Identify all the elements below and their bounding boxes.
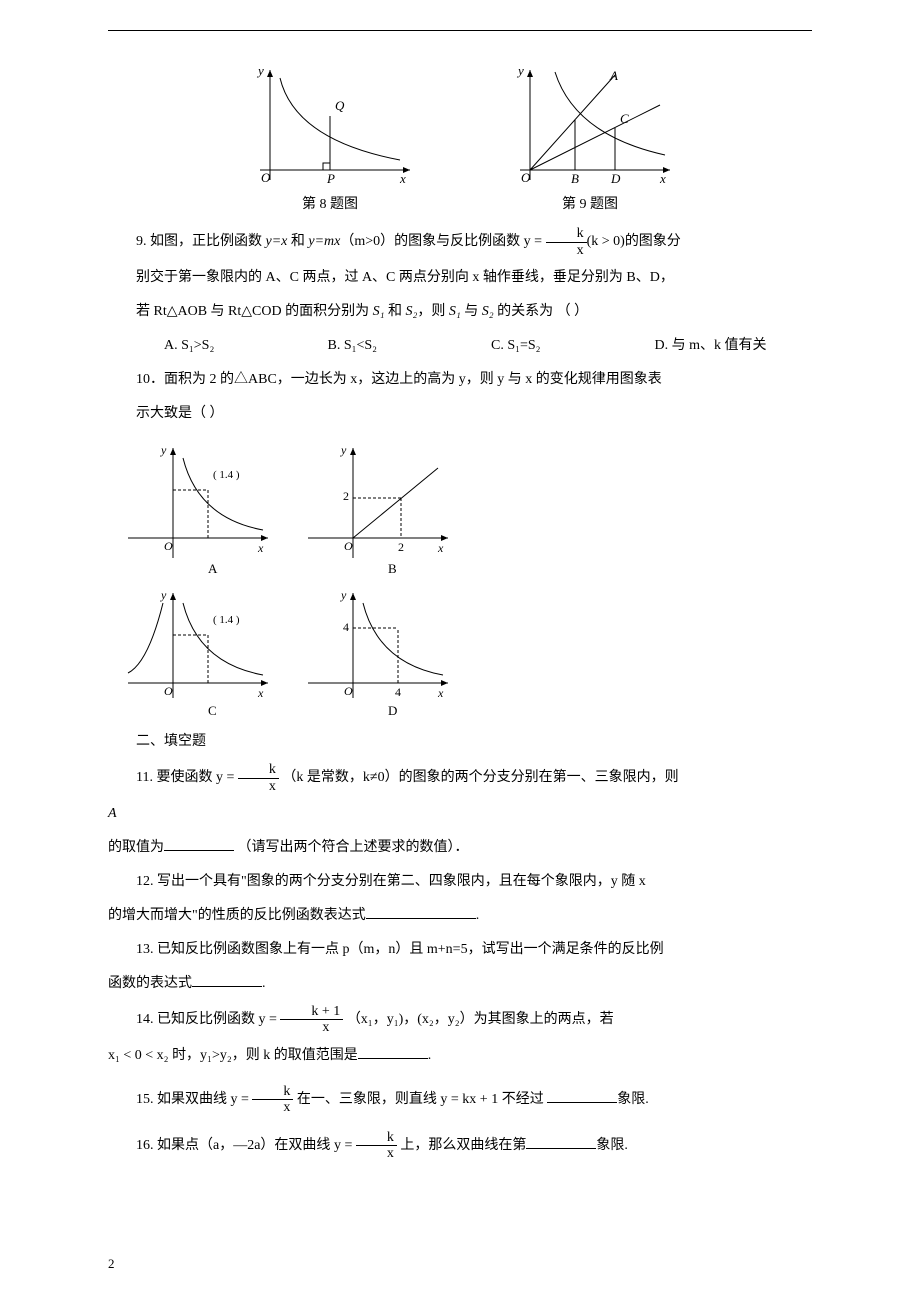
q9-and: 和 — [287, 235, 308, 250]
q9-optB: B. S₁<S₂ — [300, 332, 460, 360]
fig9-A: A — [609, 68, 618, 83]
q16-blank — [526, 1135, 596, 1149]
svg-text:( 1.4 ): ( 1.4 ) — [213, 614, 240, 626]
fig9-O: O — [521, 170, 531, 185]
q9-optC: C. S₁=S₂ — [463, 332, 623, 360]
q9-s1b: S₁ — [449, 304, 461, 319]
q9-paren: （m>0）的图象与反比例函数 — [340, 235, 520, 250]
section-2-title: 二、填空题 — [108, 728, 812, 756]
q9-frac: kx — [546, 226, 587, 258]
svg-text:C: C — [208, 703, 217, 718]
svg-text:2: 2 — [398, 540, 404, 554]
q11-blank — [164, 837, 234, 851]
q14-frac: k + 1x — [280, 1004, 343, 1036]
svg-text:4: 4 — [395, 685, 401, 699]
fig9-y: y — [516, 63, 524, 78]
svg-text:y: y — [340, 588, 347, 602]
q12-blank — [366, 905, 476, 919]
q9-s2a: S₂ — [405, 304, 417, 319]
svg-text:x: x — [257, 686, 264, 700]
q9-line2: 别交于第一象限内的 A、C 两点，过 A、C 两点分别向 x 轴作垂线，垂足分别… — [108, 264, 812, 292]
q11-line2: 的取值为 （请写出两个符合上述要求的数值）． — [108, 834, 812, 862]
fig9-x: x — [659, 171, 666, 186]
fig8-P: P — [326, 171, 335, 186]
fig8-Q: Q — [335, 98, 345, 113]
q13-blank — [192, 973, 262, 987]
svg-text:O: O — [344, 684, 353, 698]
q12-line1: 12. 写出一个具有"图象的两个分支分别在第二、四象限内，且在每个象限内，y 随… — [108, 868, 812, 896]
svg-text:y: y — [160, 588, 167, 602]
q9-line3: 若 Rt△AOB 与 Rt△COD 的面积分别为 S₁ 和 S₂，则 S₁ 与 … — [108, 298, 812, 326]
q14-blank — [358, 1045, 428, 1059]
q15-blank — [547, 1089, 617, 1103]
svg-text:O: O — [344, 539, 353, 553]
svg-text:x: x — [437, 686, 444, 700]
q9-text-a: 9. 如图，正比例函数 — [136, 235, 266, 250]
fig8-x: x — [399, 171, 406, 186]
q13-line1: 13. 已知反比例函数图象上有一点 p（m，n）且 m+n=5，试写出一个满足条… — [108, 936, 812, 964]
q9-line1: 9. 如图，正比例函数 y=x 和 y=mx（m>0）的图象与反比例函数 y =… — [108, 226, 812, 258]
q9-s1a: S₁ — [373, 304, 385, 319]
fig8-y: y — [256, 63, 264, 78]
q9-yeqx: y=x — [266, 235, 288, 250]
q9-text-b: 的图象分 — [625, 235, 681, 250]
q14-line2: x₁ < 0 < x₂ 时，y₁>y₂，则 k 的取值范围是. — [108, 1042, 812, 1070]
content-area: O P x y Q 第 8 题图 O B D — [108, 50, 812, 1167]
figure-9-caption: 第 9 题图 — [500, 194, 680, 216]
q9-l3d: 的关系为 （ ） — [494, 304, 589, 319]
figure-8: O P x y Q 第 8 题图 — [240, 60, 420, 216]
figure-9: O B D x y A C 第 9 题图 — [500, 60, 680, 216]
q9-l3c: 与 — [461, 304, 482, 319]
figure-8-svg: O P x y Q — [240, 60, 420, 190]
q9-yeqmx: y=mx — [308, 235, 340, 250]
q9-frac-den: x — [546, 243, 587, 258]
q11-A: A — [108, 800, 812, 828]
q9-l3a: 若 Rt△AOB 与 Rt△COD 的面积分别为 — [136, 304, 373, 319]
q9-optD: D. 与 m、k 值有关 — [627, 332, 787, 360]
page-number: 2 — [108, 1256, 115, 1272]
q10-svg: ( 1.4 ) O x y A 2 2 O x y B — [108, 438, 468, 718]
svg-text:2: 2 — [343, 489, 349, 503]
q11-pre: 11. 要使函数 — [136, 770, 212, 785]
q16: 16. 如果点（a，—2a）在双曲线 y = kx 上，那么双曲线在第象限. — [108, 1130, 812, 1162]
q9-frac-num: k — [546, 226, 587, 242]
q13-line2: 函数的表达式. — [108, 970, 812, 998]
q16-frac: kx — [356, 1130, 397, 1162]
q12-line2: 的增大而增大"的性质的反比例函数表达式. — [108, 902, 812, 930]
svg-text:B: B — [388, 561, 397, 576]
svg-text:D: D — [388, 703, 397, 718]
fig9-B: B — [571, 171, 579, 186]
q11-mid: （k 是常数，k≠0）的图象的两个分支分别在第一、三象限内，则 — [282, 770, 678, 785]
q15: 15. 如果双曲线 y = kx 在一、三象限，则直线 y = kx + 1 不… — [108, 1084, 812, 1116]
svg-text:y: y — [160, 443, 167, 457]
figures-row: O P x y Q 第 8 题图 O B D — [108, 60, 812, 216]
figure-8-caption: 第 8 题图 — [240, 194, 420, 216]
q15-frac: kx — [252, 1084, 293, 1116]
q9-kcond: (k > 0) — [587, 235, 625, 250]
q9-optA: A. S₁>S₂ — [136, 332, 296, 360]
svg-text:( 1.4 ): ( 1.4 ) — [213, 469, 240, 481]
svg-text:x: x — [257, 541, 264, 555]
q10-line2: 示大致是（ ） — [108, 400, 812, 428]
q9-s2b: S₂ — [482, 304, 494, 319]
top-rule — [108, 30, 812, 31]
q11-line1: 11. 要使函数 y = kx （k 是常数，k≠0）的图象的两个分支分别在第一… — [108, 762, 812, 794]
q10-line1: 10．面积为 2 的△ABC，一边长为 x，这边上的高为 y，则 y 与 x 的… — [108, 366, 812, 394]
svg-text:A: A — [208, 561, 218, 576]
svg-text:x: x — [437, 541, 444, 555]
fig9-C: C — [620, 111, 629, 126]
q10-figures: ( 1.4 ) O x y A 2 2 O x y B — [108, 438, 812, 718]
fig9-D: D — [610, 171, 621, 186]
svg-text:O: O — [164, 539, 173, 553]
q9-options: A. S₁>S₂ B. S₁<S₂ C. S₁=S₂ D. 与 m、k 值有关 — [108, 332, 812, 360]
svg-text:O: O — [164, 684, 173, 698]
q9-l3b: ，则 — [417, 304, 449, 319]
svg-text:y: y — [340, 443, 347, 457]
q14-line1: 14. 已知反比例函数 y = k + 1x （x₁，y₁)，(x₂，y₂）为其… — [108, 1004, 812, 1036]
q11-frac: kx — [238, 762, 279, 794]
fig8-O: O — [261, 170, 271, 185]
figure-9-svg: O B D x y A C — [500, 60, 680, 190]
svg-text:4: 4 — [343, 620, 349, 634]
q9-and2: 和 — [384, 304, 405, 319]
